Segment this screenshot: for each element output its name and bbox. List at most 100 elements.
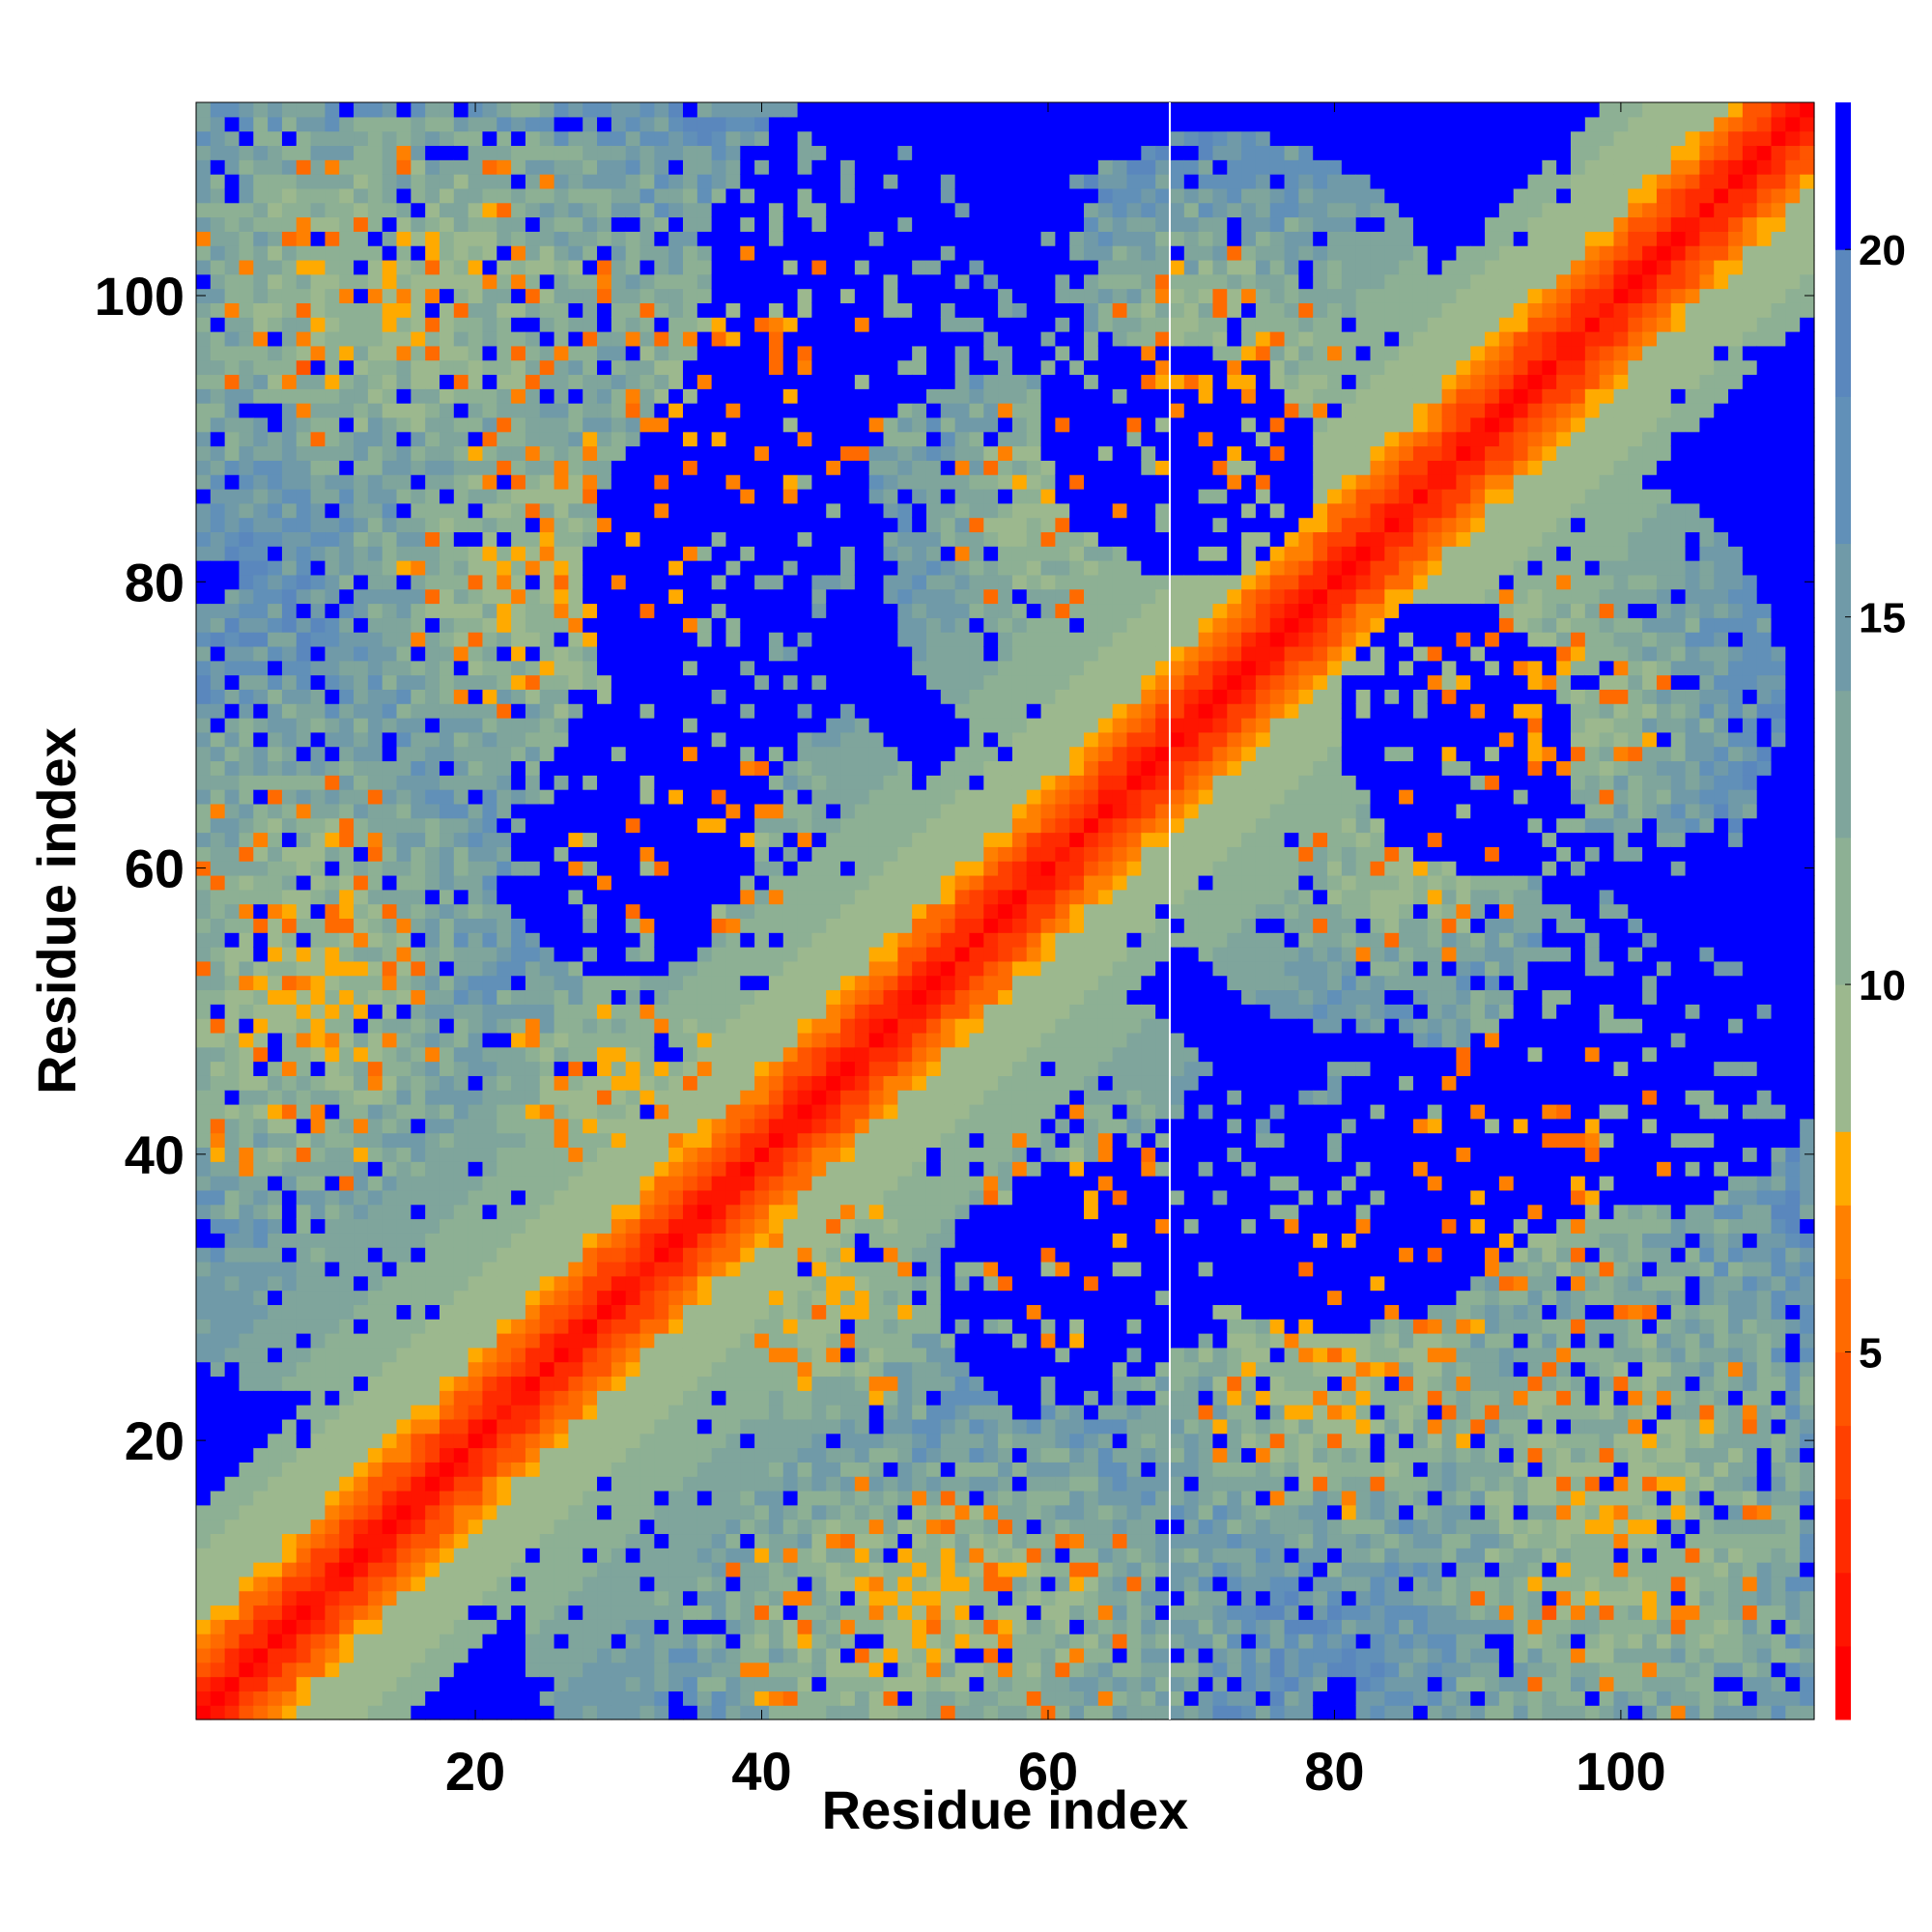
heatmap-cell [654,388,669,404]
heatmap-cell [239,918,254,933]
heatmap-cell [253,789,269,805]
heatmap-cell [654,460,669,475]
heatmap-cell [253,1319,269,1334]
heatmap-cell [439,374,455,389]
heatmap-cell [668,1233,684,1248]
heatmap-cell [582,1333,598,1349]
heatmap-cell [611,718,627,733]
heatmap-cell [367,1218,384,1234]
heatmap-cell [711,1634,727,1649]
heatmap-cell [354,359,369,376]
heatmap-cell [439,1447,455,1463]
heatmap-cell [539,431,555,447]
heatmap-cell [396,703,412,719]
heatmap-cell [768,632,784,647]
heatmap-cell [224,846,241,862]
heatmap-cell [611,1103,627,1120]
heatmap-cell [711,660,727,676]
heatmap-cell [682,1147,698,1162]
heatmap-cell [768,617,784,633]
heatmap-cell [396,560,412,576]
heatmap-cell [696,1204,713,1220]
heatmap-cell [625,1118,641,1134]
heatmap-cell [639,502,655,519]
heatmap-cell [568,1690,583,1706]
heatmap-cell [554,1433,569,1449]
heatmap-cell [281,1361,298,1378]
heatmap-cell [224,1347,241,1363]
heatmap-cell [396,1476,412,1492]
heatmap-cell [611,1118,627,1134]
heatmap-cell [339,1189,355,1206]
heatmap-cell [782,832,799,847]
heatmap-cell [310,1433,326,1449]
heatmap-cell [582,718,598,733]
heatmap-cell [725,1390,741,1406]
heatmap-cell [367,1247,384,1263]
heatmap-cell [468,645,484,662]
heatmap-cell [396,1634,412,1649]
heatmap-cell [797,1304,812,1320]
heatmap-cell [497,846,512,862]
heatmap-cell [625,1004,641,1019]
heatmap-cell [554,1247,569,1263]
heatmap-cell [782,474,799,490]
heatmap-cell [396,431,412,447]
heatmap-cell [497,1261,512,1277]
heatmap-cell [396,1418,412,1435]
heatmap-cell [239,1176,254,1191]
heatmap-cell [696,703,713,719]
heatmap-cell [210,1075,226,1091]
heatmap-cell [582,817,598,834]
heatmap-cell [382,1533,398,1548]
heatmap-cell [468,245,484,261]
heatmap-cell [354,861,369,876]
heatmap-cell [239,517,254,533]
heatmap-cell [582,302,598,318]
heatmap-cell [639,960,655,977]
heatmap-cell [725,1247,741,1263]
heatmap-cell [625,1090,641,1105]
heatmap-cell [239,832,254,847]
heatmap-cell [468,1046,484,1063]
heatmap-cell [497,216,512,232]
heatmap-cell [826,1533,841,1548]
heatmap-cell [639,159,655,175]
heatmap-cell [611,832,627,847]
heatmap-cell [396,345,412,361]
heatmap-cell [210,1490,226,1506]
heatmap-cell [725,1590,741,1606]
heatmap-cell [568,474,583,490]
heatmap-cell [597,1189,612,1206]
heatmap-cell [425,1103,440,1120]
heatmap-cell [367,1275,384,1292]
heatmap-cell [725,403,741,418]
heatmap-cell [711,947,727,962]
heatmap-cell [411,1004,426,1019]
heatmap-cell [654,1189,669,1206]
heatmap-cell [539,245,555,261]
heatmap-cell [639,416,655,433]
heatmap-cell [268,932,283,948]
heatmap-cell [239,817,254,834]
heatmap-cell [597,1447,612,1463]
heatmap-cell [482,874,497,891]
heatmap-cell [740,488,755,504]
heatmap-cell [224,388,241,404]
heatmap-cell [568,1132,583,1149]
heatmap-cell [682,846,698,862]
heatmap-cell [797,1647,812,1663]
heatmap-cell [453,1347,469,1363]
heatmap-cell [468,1605,484,1620]
heatmap-cell [396,746,412,762]
heatmap-cell [582,1233,598,1248]
heatmap-cell [339,560,355,576]
heatmap-cell [826,1418,841,1435]
heatmap-cell [539,202,555,218]
heatmap-cell [511,488,526,504]
heatmap-cell [725,1075,741,1091]
heatmap-cell [768,1576,784,1592]
heatmap-cell [468,975,484,991]
heatmap-cell [525,1605,541,1620]
heatmap-cell [682,345,698,361]
